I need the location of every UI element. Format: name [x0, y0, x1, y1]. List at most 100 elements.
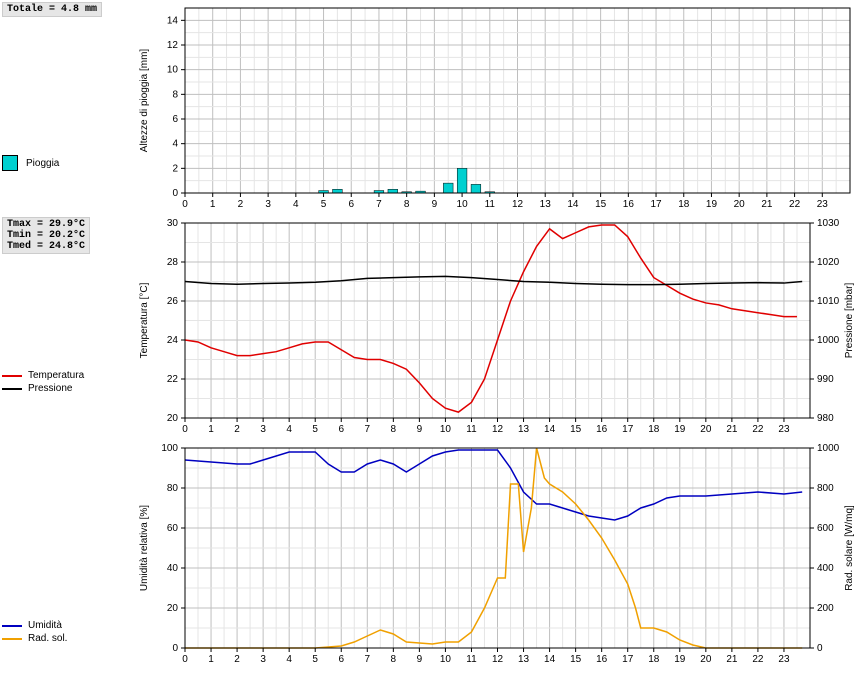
x-tick-label: 20 — [700, 654, 712, 665]
legend-item: Rad. sol. — [2, 633, 67, 644]
info-box: Tmax = 29.9°CTmin = 20.2°CTmed = 24.8°C — [2, 217, 90, 254]
y-right-tick-label: 1010 — [817, 296, 840, 307]
x-tick-label: 6 — [338, 424, 344, 435]
x-tick-label: 5 — [312, 424, 318, 435]
legend-item: Pressione — [2, 383, 84, 394]
y-right-axis-label: Rad. solare [W/mq] — [844, 505, 855, 591]
x-tick-label: 3 — [260, 654, 266, 665]
y-left-tick-label: 24 — [167, 335, 179, 346]
bar — [457, 168, 467, 193]
y-right-tick-label: 1000 — [817, 443, 840, 454]
x-tick-label: 16 — [596, 424, 608, 435]
weather-multi-chart: Totale = 4.8 mmPioggia012345678910111213… — [0, 0, 860, 670]
x-tick-label: 3 — [260, 424, 266, 435]
y-right-tick-label: 200 — [817, 603, 834, 614]
y-left-tick-label: 6 — [172, 114, 178, 125]
x-tick-label: 15 — [570, 654, 582, 665]
x-tick-label: 19 — [674, 654, 686, 665]
panel-hum_rad: UmiditàRad. sol.012345678910111213141516… — [0, 440, 860, 670]
x-tick-label: 18 — [648, 654, 660, 665]
y-left-tick-label: 30 — [167, 218, 179, 229]
x-tick-label: 11 — [466, 654, 477, 665]
x-tick-label: 9 — [432, 199, 438, 210]
legend-swatch — [2, 155, 18, 171]
x-tick-label: 3 — [265, 199, 271, 210]
y-left-tick-label: 20 — [167, 413, 179, 424]
x-tick-label: 15 — [595, 199, 607, 210]
legend: Umidità Rad. sol. — [2, 620, 67, 646]
x-tick-label: 22 — [752, 654, 764, 665]
x-tick-label: 21 — [761, 199, 773, 210]
x-tick-label: 22 — [789, 199, 801, 210]
x-tick-label: 2 — [234, 654, 240, 665]
x-tick-label: 19 — [706, 199, 718, 210]
y-left-axis-label: Temperatura [°C] — [139, 282, 150, 358]
x-tick-label: 10 — [440, 424, 452, 435]
y-right-tick-label: 400 — [817, 563, 834, 574]
y-right-tick-label: 800 — [817, 483, 834, 494]
legend-label: Temperatura — [28, 370, 84, 381]
y-left-tick-label: 80 — [167, 483, 179, 494]
x-tick-label: 20 — [734, 199, 746, 210]
y-left-tick-label: 20 — [167, 603, 179, 614]
panel-temp_press: Tmax = 29.9°CTmin = 20.2°CTmed = 24.8°CT… — [0, 215, 860, 440]
x-tick-label: 12 — [492, 424, 504, 435]
info-line: Tmax = 29.9°C — [7, 219, 85, 230]
x-tick-label: 14 — [544, 424, 556, 435]
legend-item: Temperatura — [2, 370, 84, 381]
x-tick-label: 1 — [208, 654, 214, 665]
y-right-tick-label: 1020 — [817, 257, 840, 268]
x-tick-label: 7 — [376, 199, 382, 210]
x-tick-label: 16 — [623, 199, 635, 210]
legend-swatch — [2, 625, 22, 627]
x-tick-label: 2 — [238, 199, 244, 210]
y-left-tick-label: 10 — [167, 65, 179, 76]
y-left-tick-label: 12 — [167, 40, 179, 51]
x-tick-label: 6 — [348, 199, 354, 210]
x-tick-label: 13 — [540, 199, 552, 210]
y-right-tick-label: 0 — [817, 643, 823, 654]
x-tick-label: 0 — [182, 199, 188, 210]
x-tick-label: 10 — [440, 654, 452, 665]
y-left-tick-label: 28 — [167, 257, 179, 268]
legend: Pioggia — [2, 155, 59, 173]
x-tick-label: 5 — [321, 199, 327, 210]
series-temperatura — [185, 225, 797, 412]
legend-label: Pioggia — [26, 158, 59, 169]
y-left-tick-label: 2 — [172, 163, 178, 174]
panel-left-col: Totale = 4.8 mmPioggia — [0, 0, 130, 215]
y-left-tick-label: 26 — [167, 296, 179, 307]
x-tick-label: 8 — [391, 424, 397, 435]
legend-label: Pressione — [28, 383, 72, 394]
x-tick-label: 17 — [622, 654, 634, 665]
y-right-tick-label: 600 — [817, 523, 834, 534]
x-tick-label: 21 — [726, 654, 738, 665]
y-left-tick-label: 22 — [167, 374, 179, 385]
x-tick-label: 10 — [457, 199, 469, 210]
y-left-tick-label: 60 — [167, 523, 179, 534]
y-left-axis-label: Umidità relativa [%] — [139, 505, 150, 591]
y-left-tick-label: 14 — [167, 15, 179, 26]
x-tick-label: 9 — [417, 654, 423, 665]
bar — [333, 189, 343, 193]
y-left-tick-label: 0 — [172, 188, 178, 199]
y-left-tick-label: 4 — [172, 139, 178, 150]
x-tick-label: 15 — [570, 424, 582, 435]
y-left-tick-label: 100 — [161, 443, 178, 454]
x-tick-label: 19 — [674, 424, 686, 435]
x-tick-label: 16 — [596, 654, 608, 665]
bar — [388, 189, 398, 193]
x-tick-label: 4 — [286, 654, 292, 665]
y-right-tick-label: 1030 — [817, 218, 840, 229]
y-left-tick-label: 0 — [172, 643, 178, 654]
legend-item: Umidità — [2, 620, 67, 631]
info-line: Tmin = 20.2°C — [7, 230, 85, 241]
plot-svg: 0123456789101112131415161718192021222302… — [130, 0, 860, 215]
info-line: Tmed = 24.8°C — [7, 241, 85, 252]
x-tick-label: 18 — [678, 199, 690, 210]
x-tick-label: 7 — [365, 654, 371, 665]
x-tick-label: 8 — [404, 199, 410, 210]
y-right-axis-label: Pressione [mbar] — [844, 282, 855, 358]
plot-svg: 0123456789101112131415161718192021222320… — [130, 215, 860, 440]
x-tick-label: 9 — [417, 424, 423, 435]
